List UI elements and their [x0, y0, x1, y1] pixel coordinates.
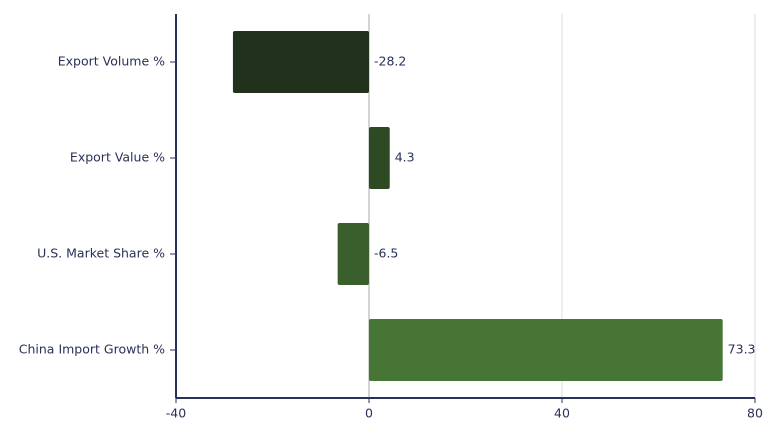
data-label: 4.3 [395, 150, 415, 165]
x-tick-label: 40 [554, 406, 570, 421]
y-tick-label: China Import Growth % [19, 342, 165, 357]
bar [369, 319, 723, 381]
x-tick-label: 80 [747, 406, 763, 421]
data-label: -28.2 [374, 54, 406, 69]
data-label: 73.3 [728, 342, 756, 357]
x-tick-label: -40 [166, 406, 186, 421]
y-tick-label: Export Value % [70, 150, 165, 165]
x-tick-label: 0 [365, 406, 373, 421]
data-label: -6.5 [374, 246, 398, 261]
bar [369, 127, 390, 189]
y-tick-label: Export Volume % [58, 54, 165, 69]
y-tick-label: U.S. Market Share % [37, 246, 165, 261]
bar [232, 31, 369, 93]
bar [337, 223, 369, 285]
